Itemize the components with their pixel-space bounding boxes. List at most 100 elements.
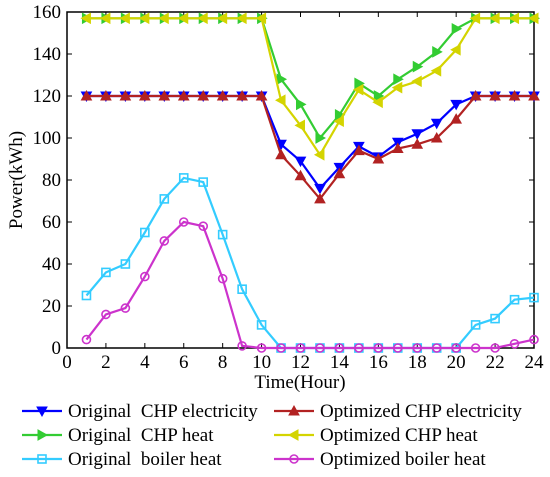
data-point — [334, 109, 346, 121]
legend-marker — [37, 454, 47, 464]
legend-item: Original boiler heat — [22, 449, 222, 470]
data-point — [158, 89, 171, 101]
data-point — [490, 313, 500, 324]
data-point — [353, 144, 365, 156]
y-tick-label: 160 — [33, 2, 62, 23]
data-point — [392, 343, 403, 353]
data-point — [508, 89, 521, 101]
legend-label: Optimized CHP electricity — [320, 401, 522, 422]
data-point — [81, 334, 92, 345]
x-tick-label: 6 — [179, 352, 189, 373]
y-tick-label: 100 — [33, 128, 62, 149]
data-point — [391, 142, 404, 153]
data-point — [528, 89, 540, 101]
data-point — [256, 320, 267, 330]
data-point — [197, 89, 210, 101]
data-point — [80, 89, 93, 101]
data-point — [412, 343, 423, 353]
data-point — [138, 12, 150, 25]
y-tick-label: 140 — [33, 44, 62, 65]
data-point — [216, 12, 228, 25]
y-tick-label: 0 — [52, 338, 62, 359]
legend-item: Optimized CHP heat — [274, 425, 478, 446]
legend-marker — [289, 454, 299, 464]
series-layer — [80, 12, 541, 353]
data-point — [197, 12, 208, 25]
series — [80, 12, 539, 161]
data-point — [431, 343, 442, 353]
data-point — [295, 343, 306, 353]
x-axis-label: Time(Hour) — [254, 372, 345, 393]
data-point — [430, 131, 443, 143]
data-point — [412, 60, 424, 73]
x-tick-label: 0 — [62, 352, 72, 373]
data-point — [119, 89, 132, 101]
series-line — [86, 17, 534, 140]
data-point — [140, 227, 150, 238]
data-point — [255, 89, 268, 101]
x-tick-label: 14 — [330, 352, 350, 373]
data-point — [470, 343, 481, 353]
y-axis-label: Power(kWh) — [6, 131, 27, 229]
data-point — [489, 12, 500, 25]
x-tick-label: 22 — [486, 352, 505, 373]
legend-item: Optimized CHP electricity — [274, 401, 522, 422]
series — [81, 217, 539, 353]
data-point — [430, 118, 443, 130]
data-point — [276, 343, 286, 353]
data-point — [529, 334, 539, 345]
data-point — [237, 341, 247, 351]
data-point — [529, 292, 539, 303]
x-tick-label: 24 — [525, 352, 545, 373]
data-point — [255, 12, 267, 25]
data-point — [236, 12, 247, 25]
data-point — [527, 12, 539, 25]
data-point — [469, 12, 481, 25]
data-point — [217, 229, 228, 240]
series-line — [86, 17, 534, 157]
data-point — [159, 236, 170, 246]
data-point — [159, 194, 170, 204]
data-point — [430, 64, 442, 77]
data-point — [333, 167, 346, 179]
data-point — [470, 320, 481, 330]
data-point — [372, 152, 385, 164]
x-tick-label: 8 — [218, 352, 228, 373]
data-point — [119, 12, 130, 25]
data-point — [101, 309, 111, 320]
y-tick-label: 40 — [42, 254, 61, 275]
legend-item: Optimized boiler heat — [274, 449, 486, 470]
legend-label: Original CHP heat — [68, 425, 214, 446]
data-point — [315, 132, 326, 144]
series — [80, 89, 540, 204]
x-axis: 0 2 4 6 8 10 12 14 16 18 20 22 24 — [62, 12, 544, 373]
data-point — [101, 267, 111, 278]
data-point — [354, 343, 364, 353]
data-point — [236, 89, 248, 101]
legend-marker — [287, 429, 299, 441]
legend-marker — [37, 429, 49, 441]
data-point — [451, 343, 461, 353]
y-tick-label: 80 — [42, 170, 61, 191]
data-point — [99, 12, 111, 25]
data-point — [393, 73, 404, 86]
data-point — [120, 303, 131, 313]
y-tick-label: 120 — [33, 86, 62, 107]
data-point — [198, 177, 209, 187]
data-point — [451, 22, 463, 35]
y-tick-label: 20 — [42, 296, 61, 317]
data-point — [509, 338, 520, 349]
y-tick-label: 60 — [42, 212, 61, 233]
data-point — [296, 98, 307, 111]
data-point — [411, 138, 424, 149]
data-point — [333, 115, 344, 128]
data-point — [450, 113, 463, 124]
data-point — [469, 89, 482, 101]
data-point — [373, 343, 384, 353]
data-point — [100, 89, 112, 101]
data-point — [81, 290, 92, 301]
data-point — [178, 173, 189, 183]
series-line — [86, 94, 534, 201]
y-axis: 0 20 40 60 80 100 120 140 160 — [33, 2, 534, 359]
